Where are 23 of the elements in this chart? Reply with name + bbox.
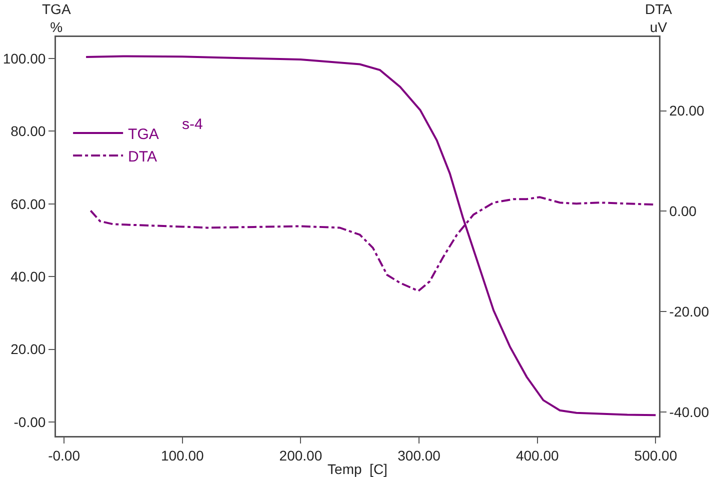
- y2-tick-label: -40.00: [669, 404, 710, 420]
- legend-label: DTA: [128, 148, 157, 166]
- y2-axis-title: DTA uV: [645, 1, 673, 36]
- x-tick-label: 200.00: [279, 447, 322, 464]
- y-tick-label: 20.00: [10, 341, 46, 358]
- y2-tick-label: -20.00: [669, 303, 710, 320]
- x-axis-title: Temp [C]: [328, 461, 388, 477]
- y2-tick-label: 20.00: [669, 102, 705, 119]
- x-tick-label: 400.00: [516, 447, 559, 464]
- legend-label: TGA: [128, 126, 159, 143]
- y2-tick-label: 0.00: [669, 203, 697, 220]
- y-tick-label: 40.00: [10, 268, 46, 284]
- line-series: [85, 55, 657, 416]
- x-tick-label: -0.00: [48, 447, 80, 464]
- y-axis-title: TGA %: [42, 1, 72, 36]
- y-tick-label: -0.00: [14, 414, 46, 430]
- x-tick-label: 500.00: [634, 447, 678, 464]
- annotation: s-4: [182, 116, 203, 133]
- x-tick-label: 100.00: [160, 447, 204, 464]
- x-tick-label: 300.00: [398, 447, 441, 464]
- y-tick-label: 100.00: [2, 50, 46, 66]
- y-tick-label: 60.00: [10, 196, 46, 212]
- y-tick-label: 80.00: [10, 123, 46, 140]
